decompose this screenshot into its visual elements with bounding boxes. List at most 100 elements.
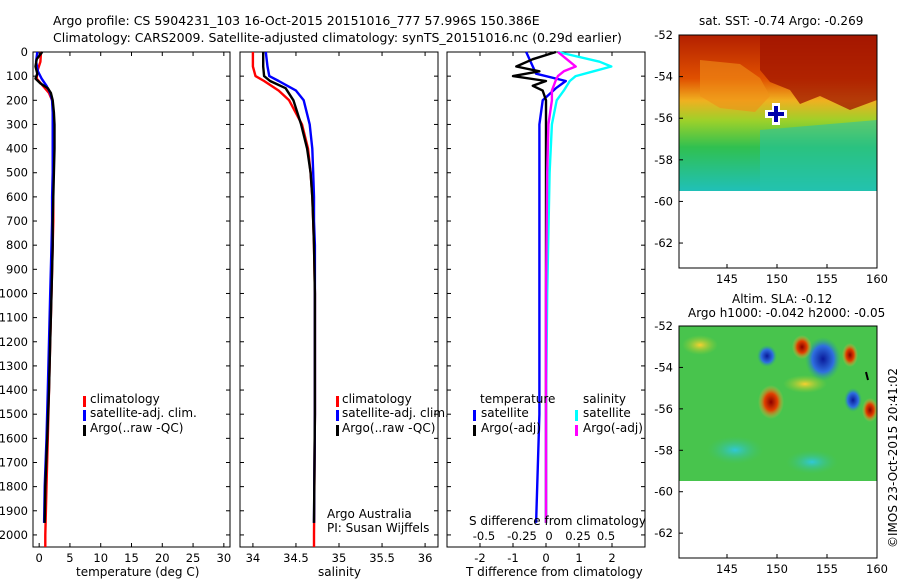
diff-legend-t-argo: Argo(-adj): [481, 421, 541, 435]
sla-eddy-cold-1: [805, 337, 841, 381]
sst-map-cool-patch: [760, 120, 877, 191]
sst-lat-tick-label: -62: [654, 236, 673, 250]
sla-eddy-warm-2: [792, 335, 812, 359]
sal-legend-argo: Argo(..raw -QC): [342, 421, 436, 435]
salinity-plot: 34 34.5 35 35.5 36: [240, 51, 438, 565]
temp-x-tick-label: 20: [155, 551, 170, 565]
temp-x-tick-label: 10: [93, 551, 108, 565]
depth-tick-label: 200: [6, 93, 28, 107]
depth-tick-label: 1100: [0, 311, 28, 325]
depth-tick-label: 500: [6, 166, 28, 180]
temperature-panel-frame: [32, 51, 231, 548]
legend-swatch: [473, 425, 476, 436]
depth-tick-label: 1300: [0, 359, 28, 373]
sla-map-frame: [678, 325, 878, 559]
sal-note-pi: PI: Susan Wijffels: [327, 521, 430, 535]
sst-lat-tick-label: -52: [654, 28, 673, 42]
legend-swatch: [83, 396, 86, 407]
sla-map-nodata: [679, 481, 877, 558]
sst-lon-tick-label: 145: [716, 272, 738, 286]
depth-tick-label: 1200: [0, 335, 28, 349]
depth-tick-label: 1600: [0, 431, 28, 445]
header-line-2: Climatology: CARS2009. Satellite-adjuste…: [53, 30, 622, 45]
depth-tick-label: 100: [6, 69, 28, 83]
sla-map: [678, 325, 878, 559]
sst-lon-tick-label: 155: [816, 272, 838, 286]
sal-x-tick-label: 34: [246, 551, 261, 565]
diff-legend-t-satellite: satellite: [481, 406, 529, 420]
depth-tick-label: 2000: [0, 528, 28, 542]
difference-xlabel: T difference from climatology: [466, 565, 643, 579]
difference-top-label: S difference from climatology: [469, 514, 646, 528]
argo-position-marker: [765, 103, 787, 125]
depth-tick-label: 900: [6, 262, 28, 276]
temp-legend-climatology: climatology: [90, 392, 160, 406]
sla-lon-tick-label: 155: [816, 562, 838, 576]
temp-x-tick-label: 25: [186, 551, 201, 565]
sst-map-nodata: [679, 191, 877, 268]
sst-lon-tick-label: 150: [766, 272, 788, 286]
diff-x-tick-label: 1: [575, 551, 582, 565]
diff-series-argo-adj-salinity-: [544, 51, 577, 523]
depth-tick-label: 1500: [0, 407, 28, 421]
temp-series-satellite-adj-clim-: [34, 51, 54, 523]
sla-lon-tick-label: 160: [866, 562, 888, 576]
difference-plot: -2 -1 0 1 2 -0.5 -0.25 0 0.25 0.5: [83, 50, 645, 565]
depth-tick-label: 1700: [0, 455, 28, 469]
diff-s-tick-label: -0.25: [507, 529, 537, 543]
sla-eddy-cold-3: [844, 388, 862, 412]
salinity-panel-frame: [239, 51, 439, 548]
sst-lon-tick-label: 160: [866, 272, 888, 286]
watermark: ©IMOS 23-Oct-2015 20:41:02: [886, 367, 900, 548]
depth-tick-label: 0: [21, 45, 28, 59]
sal-series-climatology: [251, 52, 317, 547]
depth-tick-label: 1800: [0, 480, 28, 494]
sla-lat-tick-label: -58: [654, 443, 673, 457]
depth-tick-label: 300: [6, 117, 28, 131]
sla-lat-tick-label: -56: [654, 402, 673, 416]
legend-swatch: [83, 410, 86, 421]
sla-lat-tick-label: -62: [654, 526, 673, 540]
legend-swatch: [336, 425, 339, 436]
sst-map-frame: [678, 34, 878, 269]
sst-lat-tick-label: -58: [654, 153, 673, 167]
salinity-xlabel: salinity: [318, 565, 362, 579]
sla-eddy-cold-2: [757, 345, 777, 367]
temp-legend-satellite: satellite-adj. clim.: [90, 406, 197, 420]
sla-eddy-warm-3: [842, 343, 858, 367]
sal-note-institution: Argo Australia: [327, 507, 412, 521]
sst-map-title: sat. SST: -0.74 Argo: -0.269: [699, 14, 864, 28]
diff-s-tick-label: 0: [545, 529, 552, 543]
map-axes: -52 -54 -56 -58 -60 -62 145 150 155 160 -52 -54 -56 -…: [654, 28, 888, 576]
sal-x-tick-label: 36: [418, 551, 433, 565]
temp-legend-argo: Argo(..raw -QC): [90, 421, 184, 435]
temperature-plot: 0100200300400500600700800900100011001200…: [0, 45, 231, 565]
sla-lat-tick-label: -52: [654, 319, 673, 333]
sst-lat-tick-label: -60: [654, 194, 673, 208]
depth-tick-label: 1000: [0, 286, 28, 300]
sla-high-2: [682, 335, 718, 355]
sla-low-2: [786, 450, 838, 474]
diff-x-tick-label: 2: [608, 551, 615, 565]
diff-legend-temperature-head: temperature: [480, 392, 556, 406]
sal-series-argo-raw-qc-: [262, 52, 317, 523]
sla-low-1: [707, 436, 763, 464]
sal-legend-climatology: climatology: [342, 392, 412, 406]
diff-legend-s-argo: Argo(-adj): [583, 421, 643, 435]
sst-map: [678, 34, 878, 269]
sla-argo-marker: [865, 371, 869, 381]
depth-tick-label: 1400: [0, 383, 28, 397]
legend-swatch: [575, 425, 578, 436]
depth-tick-label: 700: [6, 214, 28, 228]
legend-swatch: [336, 410, 339, 421]
depth-tick-label: 800: [6, 238, 28, 252]
sla-lat-tick-label: -60: [654, 485, 673, 499]
diff-series-satellite-salinity-: [544, 50, 613, 523]
sla-lat-tick-label: -54: [654, 360, 673, 374]
depth-tick-label: 600: [6, 190, 28, 204]
sal-x-tick-label: 35.5: [369, 551, 395, 565]
sla-map-title-1: Altim. SLA: -0.12: [732, 292, 833, 306]
sla-eddy-warm-1: [758, 385, 784, 419]
temp-x-tick-label: 15: [124, 551, 139, 565]
